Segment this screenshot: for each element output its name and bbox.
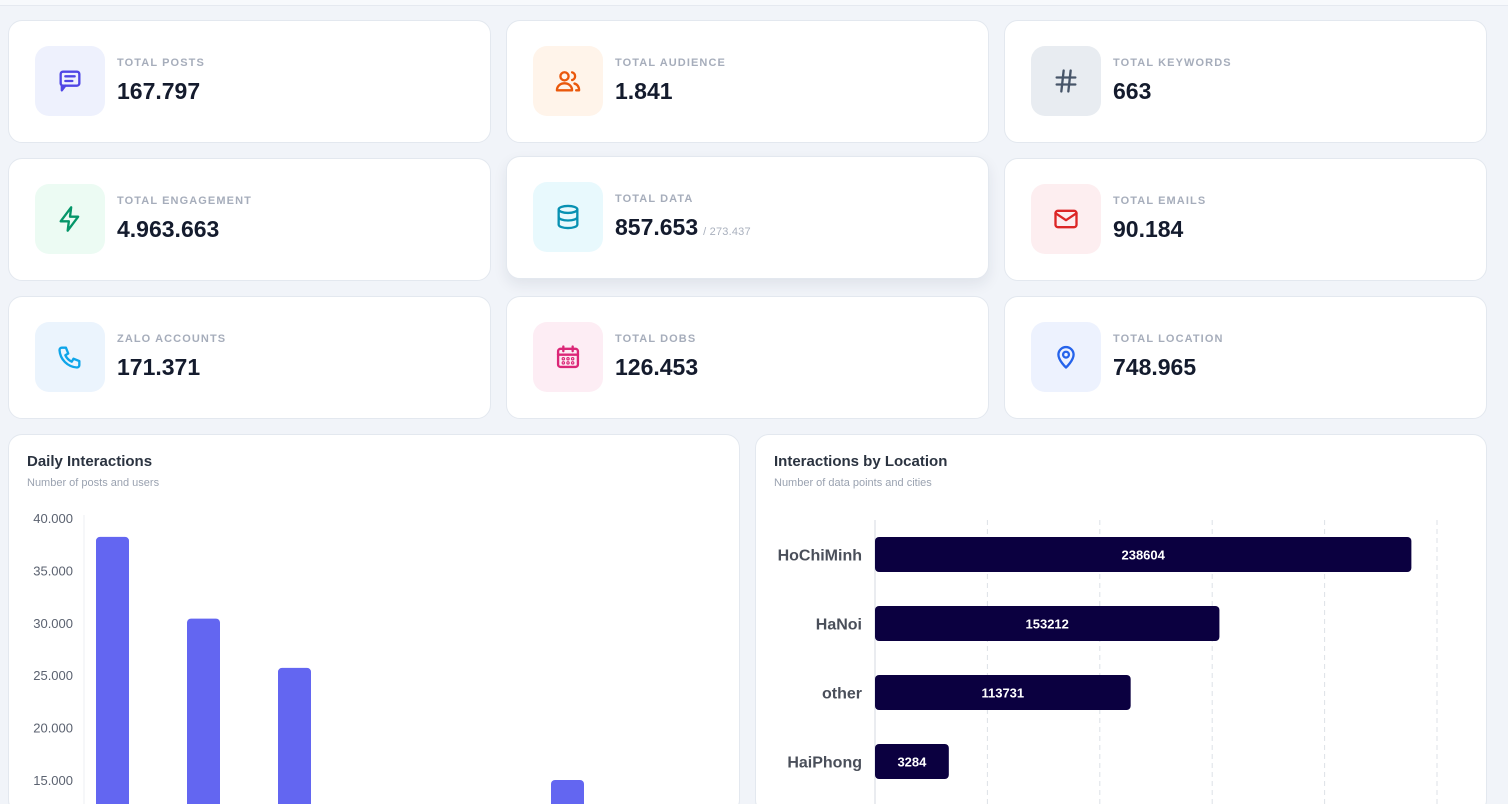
location-value-label: 3284 <box>897 755 927 770</box>
location-bar <box>875 537 1412 572</box>
daily-bar <box>96 536 129 804</box>
stat-card-total-data[interactable]: TOTAL DATA 857.653 / 273.437 <box>506 156 989 279</box>
stat-number: 748.965 <box>1113 354 1197 380</box>
location-panel-title: Interactions by Location <box>774 453 948 470</box>
y-tick-label: 35.000 <box>33 563 73 578</box>
stat-value: 126.453 <box>615 354 698 381</box>
location-panel-subtitle: Number of data points and cities <box>774 477 932 489</box>
stat-number: 167.797 <box>117 78 201 104</box>
stat-card-total-posts[interactable]: TOTAL POSTS 167.797 <box>8 20 491 143</box>
daily-interactions-subtitle: Number of posts and users <box>27 477 160 489</box>
stat-card-total-dobs[interactable]: TOTAL DOBS 126.453 <box>506 296 989 419</box>
location-bar <box>875 675 1131 710</box>
stat-value: 663 <box>1113 78 1151 105</box>
stat-card-total-location[interactable]: TOTAL LOCATION 748.965 <box>1004 296 1487 419</box>
y-tick-label: 40.000 <box>33 511 73 526</box>
stat-value: 90.184 <box>1113 216 1183 243</box>
location-pin-icon <box>1031 322 1101 392</box>
stat-value: 171.371 <box>117 354 200 381</box>
y-tick-label: 15.000 <box>33 773 73 788</box>
location-value-label: 113731 <box>981 686 1024 701</box>
location-value-label: 238604 <box>1121 548 1165 563</box>
stat-value: 167.797 <box>117 78 200 105</box>
y-tick-label: 20.000 <box>33 721 73 736</box>
stat-card-total-emails[interactable]: TOTAL EMAILS 90.184 <box>1004 158 1487 281</box>
stat-label: TOTAL ENGAGEMENT <box>117 195 252 207</box>
location-panel: Interactions by Location Number of data … <box>755 434 1487 804</box>
y-tick-label: 30.000 <box>33 616 73 631</box>
location-bar-chart: HoChiMinh 238604 HaNoi 153212 other 113731 Hai… <box>778 520 1438 804</box>
stat-label: TOTAL LOCATION <box>1113 333 1224 345</box>
daily-interactions-title: Daily Interactions <box>27 453 153 470</box>
daily-bar <box>278 667 311 804</box>
stat-value: 857.653 / 273.437 <box>615 214 751 241</box>
location-value-label: 153212 <box>1026 617 1069 632</box>
location-bar <box>875 744 949 779</box>
location-category-label: other <box>822 686 862 703</box>
stat-label: TOTAL EMAILS <box>1113 195 1207 207</box>
daily-bar <box>551 780 584 804</box>
stat-card-total-keywords[interactable]: TOTAL KEYWORDS 663 <box>1004 20 1487 143</box>
stat-number: 90.184 <box>1113 216 1184 242</box>
location-category-label: HoChiMinh <box>778 548 862 565</box>
location-category-label: HaNoi <box>816 617 862 634</box>
stat-label: ZALO ACCOUNTS <box>117 333 227 345</box>
hash-icon <box>1031 46 1101 116</box>
location-category-label: HaiPhong <box>787 755 862 772</box>
stat-value: 748.965 <box>1113 354 1196 381</box>
calendar-icon <box>533 322 603 392</box>
stat-label: TOTAL KEYWORDS <box>1113 57 1232 69</box>
top-header-strip <box>0 0 1508 6</box>
daily-interactions-panel: Daily Interactions Number of posts and u… <box>8 434 740 804</box>
stat-label: TOTAL DOBS <box>615 333 697 345</box>
stat-number: 857.653 <box>615 214 699 240</box>
stat-label: TOTAL DATA <box>615 193 694 205</box>
database-icon <box>533 182 603 252</box>
stat-card-total-engagement[interactable]: TOTAL ENGAGEMENT 4.963.663 <box>8 158 491 281</box>
stat-card-total-audience[interactable]: TOTAL AUDIENCE 1.841 <box>506 20 989 143</box>
chat-icon <box>35 46 105 116</box>
stat-number: 1.841 <box>615 78 673 104</box>
bolt-icon <box>35 184 105 254</box>
stat-label: TOTAL AUDIENCE <box>615 57 726 69</box>
users-icon <box>533 46 603 116</box>
daily-bar <box>187 618 220 804</box>
stat-label: TOTAL POSTS <box>117 57 205 69</box>
mail-icon <box>1031 184 1101 254</box>
phone-icon <box>35 322 105 392</box>
stat-card-zalo-accounts[interactable]: ZALO ACCOUNTS 171.371 <box>8 296 491 419</box>
daily-interactions-chart: 40.000 35.000 30.000 25.000 20.000 15.000 <box>33 511 584 804</box>
stat-number: 171.371 <box>117 354 201 380</box>
location-bar <box>875 606 1220 641</box>
stat-value: 1.841 <box>615 78 673 105</box>
stat-number: 126.453 <box>615 354 699 380</box>
stat-value: 4.963.663 <box>117 216 219 243</box>
y-tick-label: 25.000 <box>33 668 73 683</box>
stat-sub-value: / 273.437 <box>703 226 751 238</box>
stat-number: 663 <box>1113 78 1152 104</box>
stat-number: 4.963.663 <box>117 216 220 242</box>
